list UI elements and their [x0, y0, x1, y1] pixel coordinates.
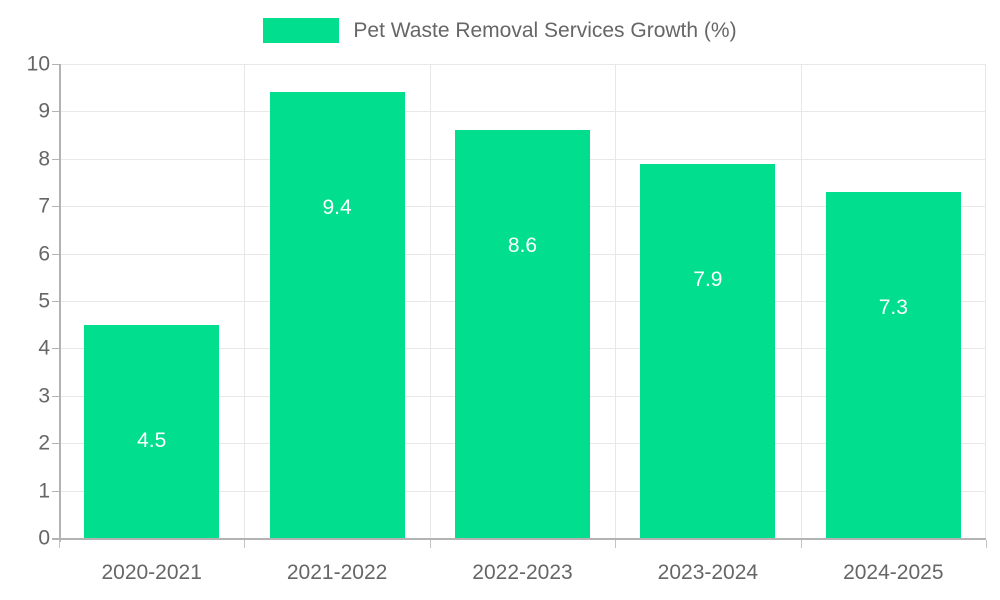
legend-color-swatch-icon — [263, 17, 340, 43]
legend-label: Pet Waste Removal Services Growth (%) — [353, 18, 737, 42]
gridline-horizontal — [59, 64, 986, 65]
x-axis-tick-mark — [244, 540, 246, 548]
y-axis-line — [59, 64, 61, 542]
x-axis-tick-mark — [429, 540, 431, 548]
x-axis-tick-mark — [986, 540, 987, 548]
x-axis-tick-mark — [615, 540, 617, 548]
y-axis-tick-label: 6 — [38, 242, 50, 266]
x-axis-tick-label: 2023-2024 — [657, 561, 759, 584]
plot-area: 4.5 9.4 8.6 7.9 7.3 — [59, 64, 986, 539]
y-axis-tick-label: 1 — [38, 479, 50, 503]
y-axis-tick-mark — [52, 538, 59, 539]
x-axis-tick-label: 2024-2025 — [843, 561, 944, 584]
y-axis-tick-mark — [52, 443, 59, 445]
x-axis-line — [52, 538, 986, 540]
bar[interactable]: 7.3 — [825, 191, 961, 538]
legend-item-pet-waste-removal-services-growth[interactable]: Pet Waste Removal Services Growth (%) — [263, 17, 737, 43]
gridline-horizontal — [59, 111, 986, 113]
bar-value-label: 8.6 — [507, 234, 538, 258]
y-axis-tick-mark — [52, 158, 59, 160]
y-axis-tick-label: 7 — [38, 194, 50, 218]
y-axis-tick-mark — [52, 206, 59, 208]
y-axis-tick-mark — [52, 301, 59, 302]
bar[interactable]: 8.6 — [455, 130, 590, 538]
x-axis-tick-mark — [59, 540, 60, 548]
gridline-vertical — [244, 64, 245, 538]
y-axis-tick-mark — [52, 490, 59, 492]
bar[interactable]: 4.5 — [84, 324, 220, 538]
gridline-vertical — [615, 64, 616, 538]
x-axis-tick-label: 2021-2022 — [286, 561, 388, 584]
y-axis-tick-mark — [52, 348, 59, 350]
y-axis-tick-mark — [52, 111, 59, 113]
y-axis-tick-label: 9 — [38, 99, 50, 123]
gridline-vertical — [801, 64, 802, 538]
bar-value-label: 4.5 — [137, 428, 167, 452]
bar[interactable]: 7.9 — [640, 163, 776, 538]
y-axis-tick-mark — [52, 253, 59, 255]
gridline-vertical — [430, 64, 431, 538]
bar-value-label: 9.4 — [322, 196, 352, 220]
y-axis-tick-mark — [52, 64, 59, 65]
bar[interactable]: 9.4 — [269, 92, 405, 538]
chart-legend: Pet Waste Removal Services Growth (%) — [0, 0, 1000, 60]
y-axis-tick-label: 8 — [38, 147, 50, 171]
y-axis-tick-label: 0 — [38, 526, 50, 550]
bar-value-label: 7.3 — [878, 295, 908, 319]
y-axis-tick-label: 4 — [38, 336, 50, 360]
y-axis-tick-mark — [52, 395, 59, 397]
x-axis-tick-label: 2020-2021 — [101, 561, 202, 584]
y-axis-tick-label: 10 — [26, 52, 50, 76]
y-axis-tick-label: 2 — [38, 431, 50, 455]
x-axis-tick-label: 2022-2023 — [472, 561, 573, 584]
y-axis-tick-labels: 0 1 2 3 4 5 6 7 8 9 10 — [0, 0, 50, 600]
bar-value-label: 7.9 — [693, 267, 723, 291]
x-axis-tick-mark — [800, 540, 802, 548]
y-axis-tick-label: 5 — [38, 289, 50, 313]
y-axis-tick-label: 3 — [38, 384, 50, 408]
